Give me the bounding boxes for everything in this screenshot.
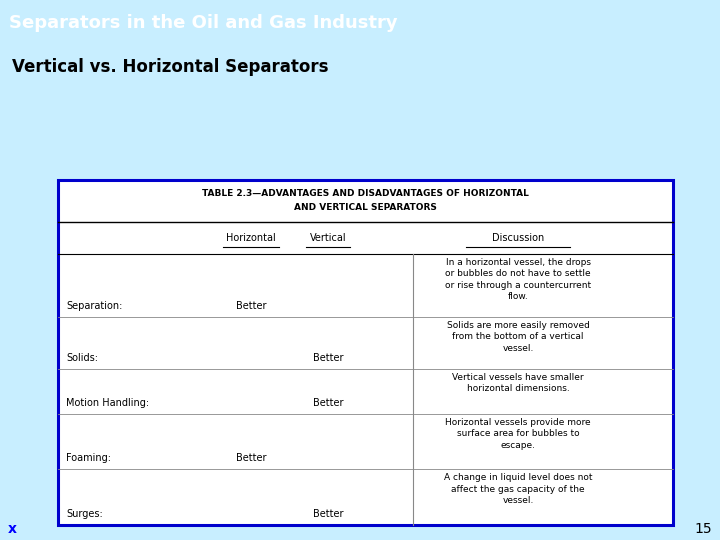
Text: Better: Better	[312, 509, 343, 519]
Text: Horizontal: Horizontal	[226, 233, 276, 243]
Text: Surges:: Surges:	[66, 509, 103, 519]
FancyBboxPatch shape	[58, 180, 673, 525]
Text: A change in liquid level does not
affect the gas capacity of the
vessel.: A change in liquid level does not affect…	[444, 474, 593, 505]
Text: Discussion: Discussion	[492, 233, 544, 243]
Text: Vertical vs. Horizontal Separators: Vertical vs. Horizontal Separators	[12, 58, 328, 76]
Text: Motion Handling:: Motion Handling:	[66, 398, 149, 408]
Text: Horizontal vessels provide more
surface area for bubbles to
escape.: Horizontal vessels provide more surface …	[445, 418, 591, 450]
Text: AND VERTICAL SEPARATORS: AND VERTICAL SEPARATORS	[294, 204, 437, 213]
Text: TABLE 2.3—ADVANTAGES AND DISADVANTAGES OF HORIZONTAL: TABLE 2.3—ADVANTAGES AND DISADVANTAGES O…	[202, 190, 529, 199]
Text: In a horizontal vessel, the drops
or bubbles do not have to settle
or rise throu: In a horizontal vessel, the drops or bub…	[445, 258, 591, 301]
Text: Solids:: Solids:	[66, 353, 98, 363]
Text: Separators in the Oil and Gas Industry: Separators in the Oil and Gas Industry	[9, 14, 397, 31]
Text: Separation:: Separation:	[66, 301, 122, 311]
Text: x: x	[8, 522, 17, 536]
Text: Better: Better	[312, 353, 343, 363]
Text: Better: Better	[235, 301, 266, 311]
Text: Better: Better	[235, 454, 266, 463]
Text: 15: 15	[694, 522, 712, 536]
Text: Foaming:: Foaming:	[66, 454, 111, 463]
Text: Vertical: Vertical	[310, 233, 346, 243]
Text: Vertical vessels have smaller
horizontal dimensions.: Vertical vessels have smaller horizontal…	[452, 373, 584, 393]
Text: Better: Better	[312, 398, 343, 408]
Text: Solids are more easily removed
from the bottom of a vertical
vessel.: Solids are more easily removed from the …	[446, 321, 590, 353]
